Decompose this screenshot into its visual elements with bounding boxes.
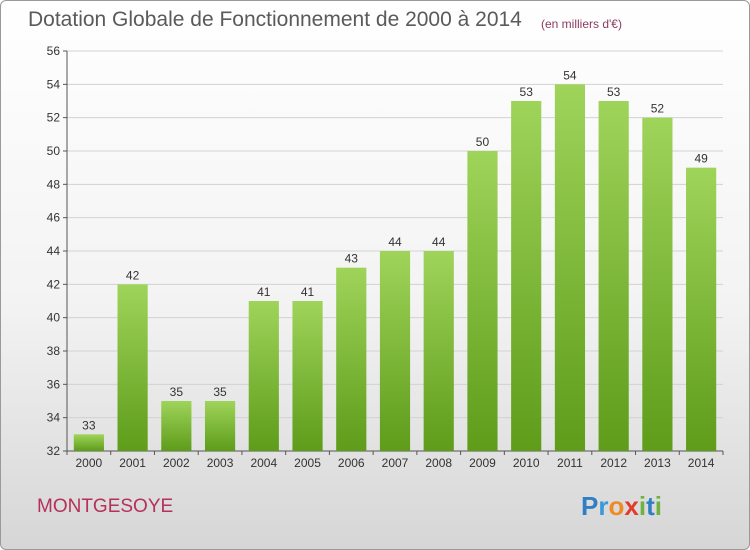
bar xyxy=(292,301,323,451)
data-label: 44 xyxy=(388,235,402,249)
logo-letter: r xyxy=(598,491,609,521)
data-label: 50 xyxy=(476,135,490,149)
bar xyxy=(73,434,104,451)
bar xyxy=(642,117,673,452)
x-tick-label: 2004 xyxy=(250,456,277,470)
logo-letter: o xyxy=(608,491,625,521)
x-tick-label: 2006 xyxy=(338,456,365,470)
data-label: 52 xyxy=(651,102,665,116)
x-tick-label: 2011 xyxy=(557,456,583,470)
y-tick-label: 46 xyxy=(47,211,61,225)
x-tick-label: 2009 xyxy=(469,456,496,470)
bar xyxy=(204,401,236,451)
proxiti-logo[interactable]: Proxiti xyxy=(581,491,662,522)
data-label: 44 xyxy=(432,235,446,249)
chart-unit-label: (en milliers d'€) xyxy=(541,17,622,31)
chart-title: Dotation Globale de Fonctionnement de 20… xyxy=(28,8,522,31)
x-tick-label: 2012 xyxy=(600,456,627,470)
data-label: 35 xyxy=(213,385,227,399)
data-label: 41 xyxy=(257,285,271,299)
data-label: 53 xyxy=(520,85,534,99)
y-tick-label: 38 xyxy=(47,344,61,358)
x-tick-label: 2014 xyxy=(688,456,715,470)
y-tick-label: 42 xyxy=(47,277,61,291)
x-tick-label: 2013 xyxy=(644,456,671,470)
logo-letter: t xyxy=(646,491,655,521)
x-tick-label: 2000 xyxy=(76,456,103,470)
logo-letter: i xyxy=(654,491,662,521)
x-tick-label: 2001 xyxy=(119,456,146,470)
y-tick-label: 54 xyxy=(47,77,61,91)
data-label: 43 xyxy=(345,252,359,266)
y-tick-label: 56 xyxy=(47,44,61,58)
bar xyxy=(598,101,629,451)
y-tick-label: 44 xyxy=(47,244,61,258)
data-label: 49 xyxy=(694,152,708,166)
y-tick-label: 32 xyxy=(47,444,61,458)
bar xyxy=(161,401,192,451)
bar xyxy=(423,251,454,451)
x-tick-label: 2010 xyxy=(513,456,540,470)
y-tick-label: 52 xyxy=(47,111,61,125)
x-tick-label: 2002 xyxy=(163,456,190,470)
x-tick-label: 2008 xyxy=(425,456,452,470)
bar xyxy=(554,84,586,451)
y-tick-label: 34 xyxy=(47,411,61,425)
data-label: 35 xyxy=(170,385,184,399)
labels: 32 34 36 38 40 42 44 46 48 50 52 54 56 33 2000 42 2001 35… xyxy=(47,44,715,470)
commune-name: MONTGESOYE xyxy=(37,496,174,517)
data-label: 42 xyxy=(126,268,140,282)
logo-letter: x xyxy=(624,491,639,521)
bar xyxy=(467,151,498,451)
y-tick-label: 36 xyxy=(47,377,61,391)
data-label: 41 xyxy=(301,285,315,299)
x-tick-label: 2005 xyxy=(294,456,321,470)
bar xyxy=(686,167,717,451)
bar xyxy=(511,101,542,451)
bar xyxy=(248,301,279,451)
bar xyxy=(117,284,148,451)
data-label: 33 xyxy=(82,418,96,432)
y-tick-label: 40 xyxy=(47,311,61,325)
logo-letter: P xyxy=(581,491,599,521)
data-label: 53 xyxy=(607,85,621,99)
x-tick-label: 2007 xyxy=(382,456,409,470)
logo-letter: i xyxy=(638,491,647,521)
x-tick-label: 2003 xyxy=(207,456,234,470)
y-tick-label: 48 xyxy=(47,177,61,191)
y-tick-label: 50 xyxy=(47,144,61,158)
bar xyxy=(336,267,367,451)
data-label: 54 xyxy=(563,68,577,82)
bars xyxy=(73,84,717,452)
bar xyxy=(379,251,411,451)
